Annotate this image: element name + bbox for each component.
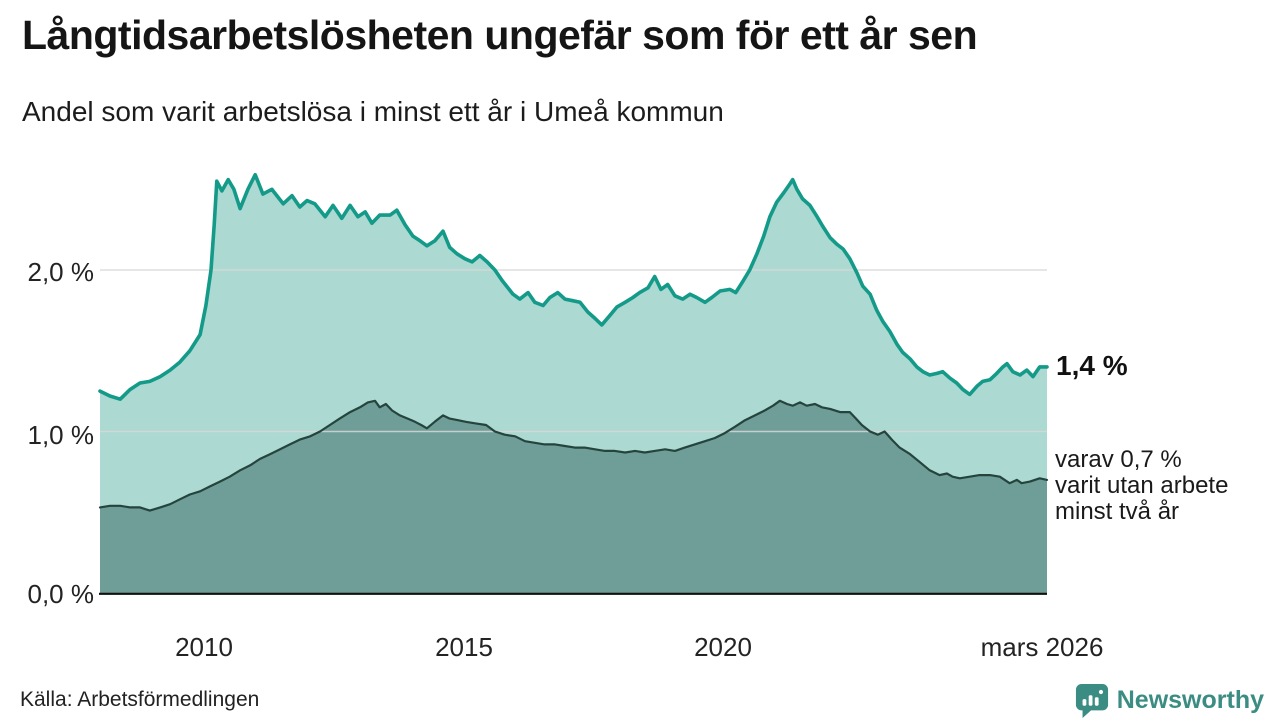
series2-annotation-line3: minst två år	[1055, 498, 1180, 525]
y-tick-label-2.0: 2,0 %	[27, 257, 95, 287]
speech-bubble-bar-chart-icon	[1075, 683, 1108, 718]
x-tick-label-2010: 2010	[175, 632, 233, 662]
x-tick-label-2020: 2020	[694, 632, 752, 662]
series2-annotation-line2: varit utan arbete	[1055, 472, 1229, 499]
x-tick-label-2015: 2015	[435, 632, 493, 662]
y-tick-label-1.0: 1,0 %	[27, 420, 95, 450]
newsworthy-logo: Newsworthy	[1075, 683, 1264, 718]
unemployed-min-two-years-line	[98, 399, 1049, 512]
unemployed-min-two-years-area	[100, 400, 1047, 593]
newsworthy-wordmark: Newsworthy	[1116, 686, 1264, 714]
unemployed-min-one-year-line	[98, 172, 1049, 401]
series2-annotation: varav 0,7 % varit utan arbete minst två …	[1055, 447, 1228, 525]
x-tick-label-mars-2026: mars 2026	[980, 632, 1104, 662]
source-credit: Källa: Arbetsförmedlingen	[20, 688, 260, 711]
series1-end-value-label: 1,4 %	[1056, 350, 1128, 381]
page-title: Långtidsarbetslösheten ungefär som för e…	[22, 12, 978, 58]
page-subtitle: Andel som varit arbetslösa i minst ett å…	[22, 96, 724, 127]
y-tick-label-0.0: 0,0 %	[27, 579, 95, 609]
series2-annotation-line1: varav 0,7 %	[1055, 446, 1182, 473]
